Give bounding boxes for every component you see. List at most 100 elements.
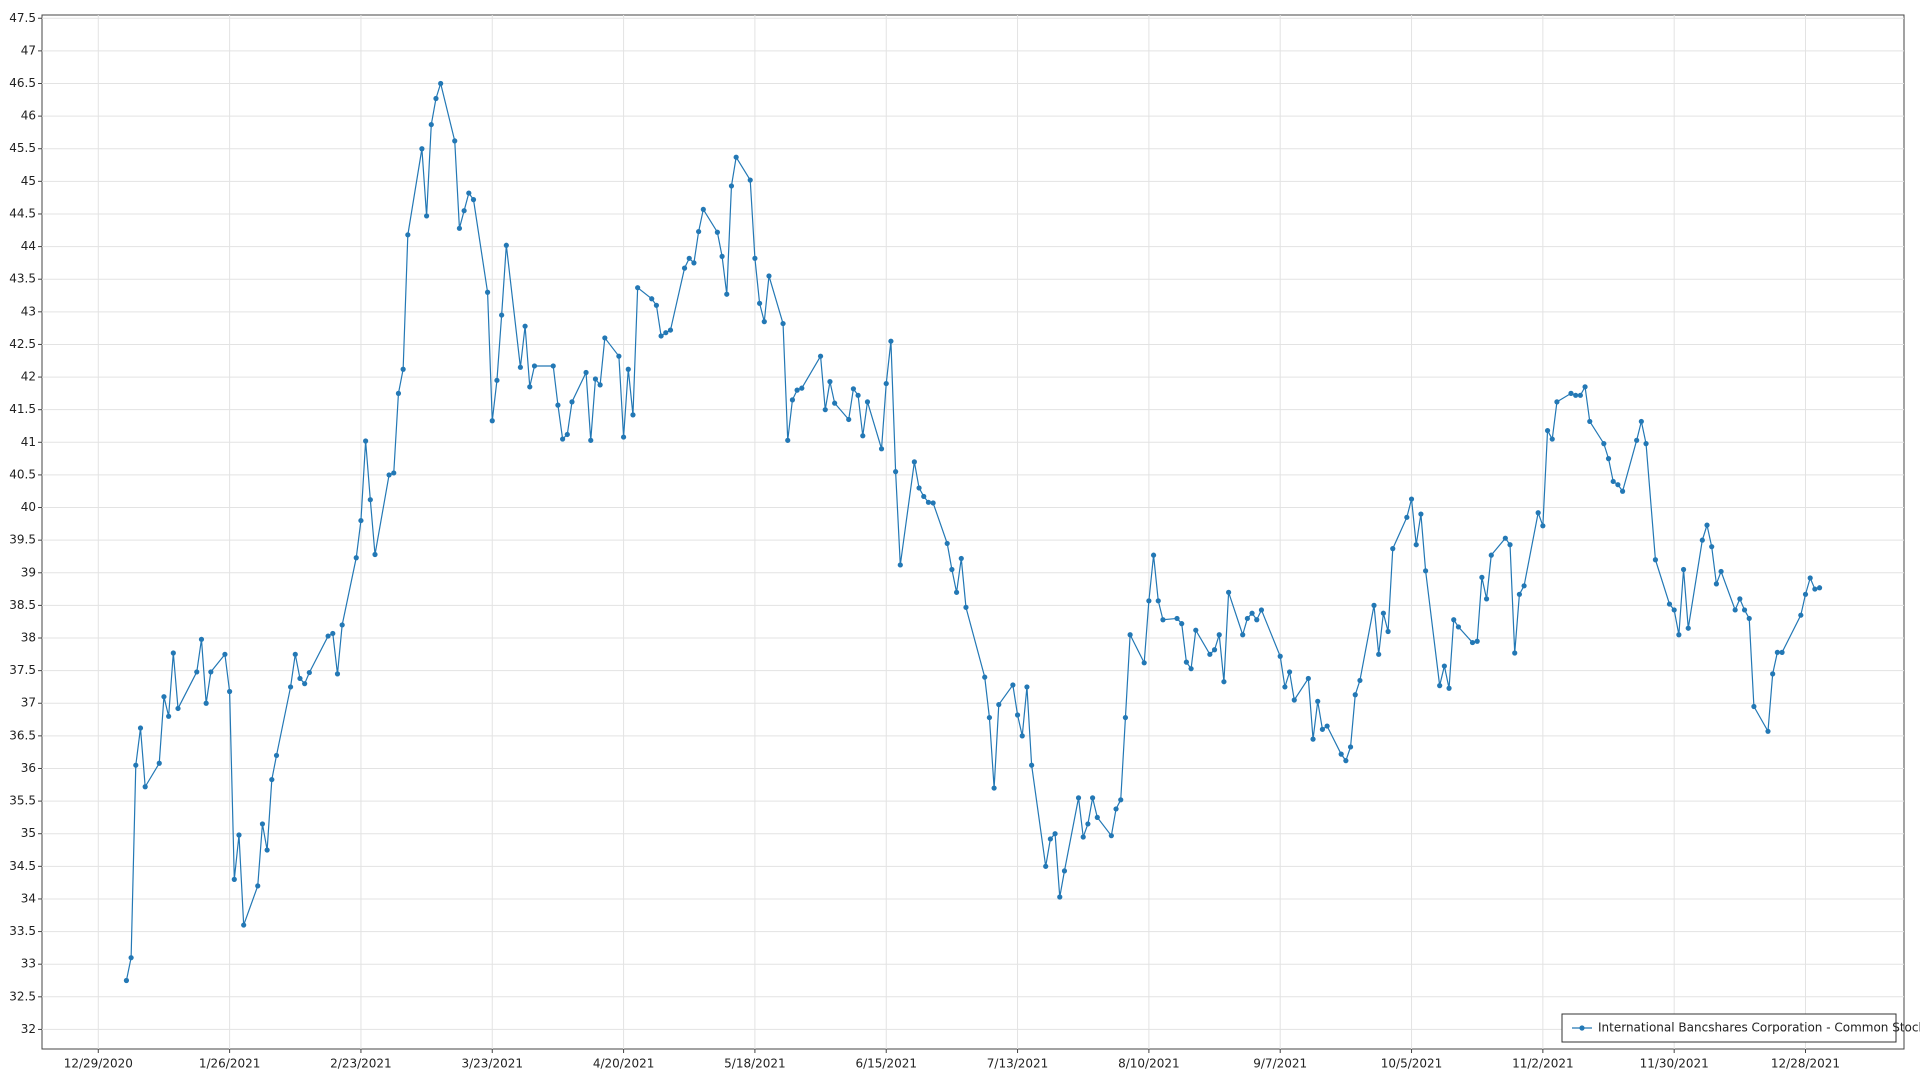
data-point bbox=[1408, 496, 1415, 502]
data-point bbox=[1347, 744, 1354, 750]
data-point bbox=[1634, 437, 1640, 443]
legend: International Bancshares Corporation - C… bbox=[1561, 1013, 1920, 1043]
data-point bbox=[1746, 615, 1752, 622]
data-point bbox=[339, 622, 345, 628]
y-tick-label: 33 bbox=[21, 957, 36, 971]
data-point bbox=[996, 701, 1002, 708]
data-point bbox=[1277, 653, 1283, 659]
data-point bbox=[208, 669, 214, 675]
y-tick-label: 41 bbox=[21, 435, 36, 449]
data-point bbox=[527, 384, 533, 390]
data-point bbox=[958, 555, 964, 562]
data-point bbox=[423, 213, 430, 219]
y-tick-label: 42.5 bbox=[9, 337, 36, 351]
y-tick-label: 42 bbox=[21, 370, 36, 384]
data-point bbox=[832, 400, 838, 406]
x-tick-label: 11/2/2021 bbox=[1512, 1057, 1574, 1071]
data-point bbox=[1343, 758, 1349, 764]
data-point bbox=[1193, 627, 1199, 633]
x-tick-label: 5/18/2021 bbox=[724, 1057, 786, 1071]
data-point bbox=[353, 555, 359, 561]
data-point bbox=[1211, 647, 1218, 653]
y-tick-label: 46 bbox=[21, 109, 36, 123]
y-tick-label: 46.5 bbox=[9, 76, 36, 90]
data-point bbox=[306, 669, 312, 676]
data-point bbox=[1587, 418, 1593, 425]
data-point bbox=[222, 651, 228, 657]
data-point bbox=[1043, 863, 1049, 869]
data-point bbox=[1047, 836, 1053, 842]
data-point bbox=[287, 684, 294, 690]
data-point bbox=[1080, 834, 1086, 840]
data-point bbox=[1718, 568, 1724, 575]
data-point bbox=[194, 669, 200, 675]
data-point bbox=[733, 154, 739, 160]
data-point bbox=[691, 260, 697, 266]
y-tick-label: 44.5 bbox=[9, 206, 36, 220]
data-point bbox=[822, 407, 828, 413]
data-point bbox=[878, 446, 885, 452]
data-point bbox=[789, 397, 796, 403]
data-point bbox=[944, 540, 950, 547]
data-point bbox=[1094, 814, 1100, 821]
data-point bbox=[1029, 762, 1035, 768]
data-point bbox=[953, 589, 960, 595]
data-point bbox=[1089, 795, 1096, 801]
data-point bbox=[1601, 441, 1607, 447]
data-point bbox=[1226, 589, 1232, 595]
data-point bbox=[925, 499, 932, 505]
data-point bbox=[128, 955, 134, 961]
data-point bbox=[1469, 639, 1476, 646]
data-point bbox=[325, 633, 331, 639]
y-tick-label: 34.5 bbox=[9, 859, 36, 873]
data-point bbox=[1286, 669, 1293, 675]
data-point bbox=[231, 876, 237, 882]
data-point bbox=[1455, 624, 1462, 630]
data-point bbox=[1085, 821, 1091, 827]
data-point bbox=[1568, 390, 1574, 396]
data-point bbox=[470, 197, 477, 203]
data-point bbox=[1741, 607, 1748, 613]
data-point bbox=[363, 438, 369, 444]
data-point bbox=[1544, 427, 1551, 434]
data-point bbox=[1413, 542, 1419, 548]
y-tick-label: 32.5 bbox=[9, 989, 36, 1003]
data-point bbox=[1150, 552, 1157, 558]
marks bbox=[123, 80, 1823, 984]
data-point bbox=[658, 333, 664, 339]
data-point bbox=[817, 353, 824, 359]
data-point bbox=[982, 674, 988, 680]
data-point bbox=[264, 847, 270, 853]
x-tick-label: 4/20/2021 bbox=[593, 1057, 655, 1071]
data-point bbox=[531, 363, 538, 369]
data-point bbox=[1357, 677, 1363, 684]
data-point bbox=[667, 327, 674, 333]
data-point bbox=[1207, 651, 1213, 657]
x-tick-label: 2/23/2021 bbox=[330, 1057, 392, 1071]
x-tick-label: 11/30/2021 bbox=[1640, 1057, 1709, 1071]
data-point bbox=[728, 183, 735, 189]
data-point bbox=[719, 253, 725, 259]
data-point bbox=[1615, 482, 1621, 488]
data-point bbox=[1521, 583, 1527, 589]
legend-box bbox=[1561, 1013, 1897, 1043]
data-point bbox=[1671, 607, 1677, 613]
data-point bbox=[1699, 537, 1705, 543]
data-point bbox=[433, 95, 439, 102]
data-point bbox=[522, 323, 528, 329]
data-point bbox=[949, 566, 955, 573]
data-point bbox=[499, 312, 505, 318]
data-point bbox=[273, 752, 280, 759]
data-point bbox=[555, 402, 561, 408]
y-tick-label: 47 bbox=[21, 43, 36, 57]
data-point bbox=[963, 604, 969, 610]
data-point bbox=[888, 338, 894, 344]
y-tick-label: 36 bbox=[21, 761, 36, 775]
x-tick-label: 6/15/2021 bbox=[855, 1057, 917, 1071]
data-point bbox=[681, 265, 688, 271]
data-point bbox=[1376, 651, 1382, 657]
data-point bbox=[1812, 586, 1818, 592]
x-tick-label: 8/10/2021 bbox=[1118, 1057, 1180, 1071]
